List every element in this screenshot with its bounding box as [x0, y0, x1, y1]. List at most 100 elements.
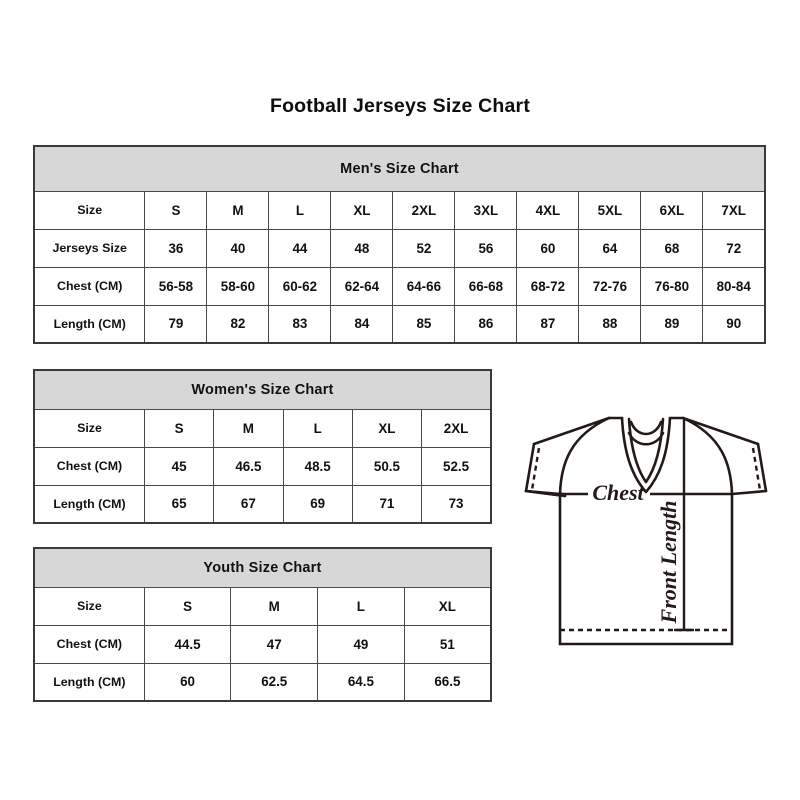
table-cell: 83	[268, 304, 332, 344]
womens-size-xl: XL	[351, 408, 423, 448]
mens-size-4xl: 4XL	[516, 190, 580, 230]
row-label-chest: Chest (CM)	[33, 446, 145, 486]
table-cell: 48	[330, 228, 394, 268]
table-cell: 71	[351, 484, 423, 524]
jersey-body-outline	[524, 416, 768, 646]
jersey-dashed-guides	[530, 447, 762, 632]
table-cell: 85	[392, 304, 456, 344]
left-shoulder-line	[532, 416, 611, 446]
right-sleeve-cuff-bottom	[730, 489, 768, 496]
table-cell: 62.5	[230, 662, 319, 702]
right-shoulder-line	[681, 416, 760, 446]
table-cell: 84	[330, 304, 394, 344]
table-cell: 72-76	[578, 266, 642, 306]
table-cell: 68	[640, 228, 704, 268]
table-cell: 64	[578, 228, 642, 268]
table-cell: 58-60	[206, 266, 270, 306]
table-caption-row: Women's Size Chart	[34, 370, 491, 410]
womens-size-s: S	[143, 408, 215, 448]
table-cell: 88	[578, 304, 642, 344]
youth-table-caption: Youth Size Chart	[34, 548, 491, 588]
table-cell: 80-84	[702, 266, 766, 306]
row-label-length: Length (CM)	[33, 662, 145, 702]
table-cell: 51	[403, 624, 492, 664]
table-row-length: Length (CM) 65 67 69 71 73	[33, 484, 492, 524]
mens-size-s: S	[144, 190, 208, 230]
vneck-collar-outer	[620, 416, 672, 494]
table-cell: 87	[516, 304, 580, 344]
jersey-outline-svg: Chest Front Length	[524, 416, 768, 646]
table-cell: 49	[317, 624, 405, 664]
table-cell: 65	[143, 484, 215, 524]
row-label-chest: Chest (CM)	[33, 624, 145, 664]
table-row-sizes: Size S M L XL 2XL 3XL 4XL 5XL 6XL 7XL	[33, 190, 766, 230]
table-cell: 67	[213, 484, 284, 524]
table-cell: 52	[392, 228, 456, 268]
row-label-length: Length (CM)	[33, 304, 146, 344]
row-label-jerseys-size: Jerseys Size	[33, 228, 146, 268]
table-row-length: Length (CM) 60 62.5 64.5 66.5	[33, 662, 492, 702]
table-row-sizes: Size S M L XL	[33, 586, 492, 626]
row-label-chest: Chest (CM)	[33, 266, 146, 306]
neck-band-curve-lower	[627, 431, 665, 446]
table-row-jerseys-size: Jerseys Size 36 40 44 48 52 56 60 64 68 …	[33, 228, 766, 268]
mens-size-7xl: 7XL	[702, 190, 766, 230]
table-cell: 45	[143, 446, 215, 486]
table-cell: 64.5	[317, 662, 405, 702]
womens-size-chart-table: Women's Size Chart Size S M L XL 2XL Che…	[33, 369, 492, 524]
womens-size-l: L	[282, 408, 353, 448]
table-cell: 69	[282, 484, 353, 524]
table-cell: 40	[206, 228, 270, 268]
neck-band-curve-upper	[629, 420, 663, 436]
table-cell: 47	[230, 624, 319, 664]
table-cell: 56-58	[144, 266, 208, 306]
chest-measure-label: Chest	[592, 480, 644, 505]
mens-size-2xl: 2XL	[392, 190, 456, 230]
table-cell: 82	[206, 304, 270, 344]
left-cuff-stitch-dashed	[530, 447, 541, 491]
youth-size-chart-table: Youth Size Chart Size S M L XL Chest (CM…	[33, 547, 492, 702]
table-cell: 86	[454, 304, 518, 344]
table-row-chest: Chest (CM) 56-58 58-60 60-62 62-64 64-66…	[33, 266, 766, 306]
table-caption-row: Youth Size Chart	[34, 548, 491, 588]
right-armhole-seam	[681, 416, 734, 496]
table-cell: 56	[454, 228, 518, 268]
table-cell: 89	[640, 304, 704, 344]
row-label-size: Size	[33, 408, 145, 448]
mens-size-3xl: 3XL	[454, 190, 518, 230]
table-cell: 52.5	[421, 446, 492, 486]
mens-size-l: L	[268, 190, 332, 230]
page-title: Football Jerseys Size Chart	[269, 95, 531, 117]
mens-table-caption: Men's Size Chart	[34, 146, 765, 192]
table-cell: 48.5	[282, 446, 353, 486]
womens-size-2xl: 2XL	[421, 408, 492, 448]
left-armhole-seam	[558, 416, 611, 496]
table-row-length: Length (CM) 79 82 83 84 85 86 87 88 89 9…	[33, 304, 766, 344]
table-row-sizes: Size S M L XL 2XL	[33, 408, 492, 448]
vneck-collar-inner	[627, 417, 665, 484]
jersey-measurement-diagram: Chest Front Length	[498, 392, 794, 688]
table-cell: 44	[268, 228, 332, 268]
row-label-size: Size	[33, 190, 146, 230]
youth-size-s: S	[143, 586, 232, 626]
table-row-chest: Chest (CM) 44.5 47 49 51	[33, 624, 492, 664]
table-cell: 36	[144, 228, 208, 268]
youth-size-l: L	[317, 586, 405, 626]
table-cell: 66-68	[454, 266, 518, 306]
table-cell: 68-72	[516, 266, 580, 306]
table-cell: 46.5	[213, 446, 284, 486]
mens-size-6xl: 6XL	[640, 190, 704, 230]
womens-table-caption: Women's Size Chart	[34, 370, 491, 410]
table-cell: 66.5	[403, 662, 492, 702]
front-length-measure-line	[674, 418, 694, 632]
table-cell: 72	[702, 228, 766, 268]
table-cell: 50.5	[351, 446, 423, 486]
table-cell: 44.5	[143, 624, 232, 664]
mens-size-5xl: 5XL	[578, 190, 642, 230]
right-cuff-stitch-dashed	[751, 447, 762, 491]
table-cell: 62-64	[330, 266, 394, 306]
left-sleeve-hem	[524, 489, 559, 497]
mens-size-m: M	[206, 190, 270, 230]
womens-size-m: M	[213, 408, 284, 448]
table-cell: 90	[702, 304, 766, 344]
